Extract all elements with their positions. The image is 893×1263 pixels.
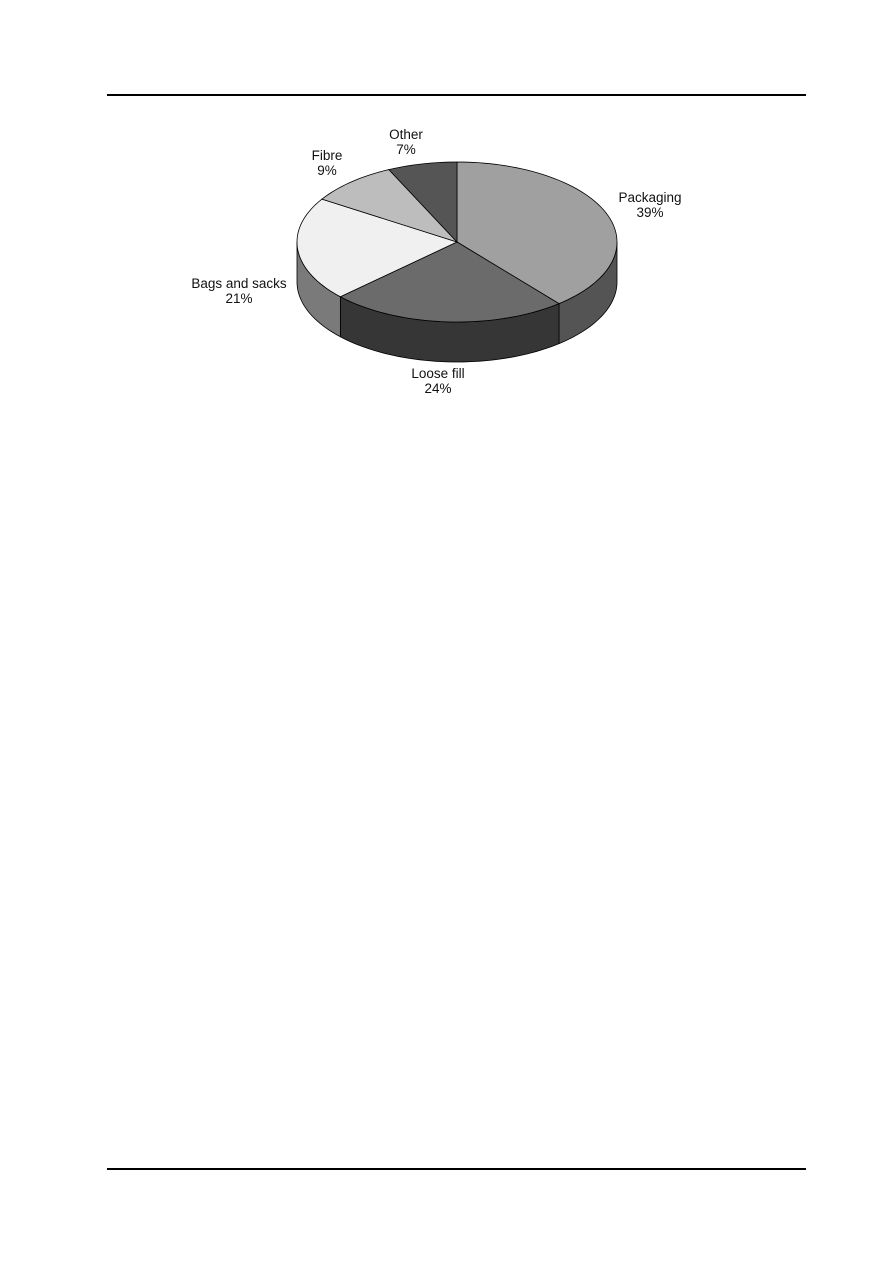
label-loose-fill: Loose fill 24% (411, 366, 465, 396)
label-bags-and-sacks: Bags and sacks 21% (191, 276, 287, 306)
slice-packaging (456, 161, 618, 305)
label-fibre: Fibre 9% (311, 148, 343, 178)
header-rule (107, 94, 806, 96)
slice-other (388, 161, 458, 244)
footer-rule (107, 1168, 806, 1170)
label-packaging: Packaging 39% (618, 190, 682, 220)
slice-loose-fill (339, 241, 560, 323)
label-other: Other 7% (389, 127, 423, 157)
slice-fibre (321, 169, 459, 243)
slice-bags-and-sacks (296, 198, 459, 298)
